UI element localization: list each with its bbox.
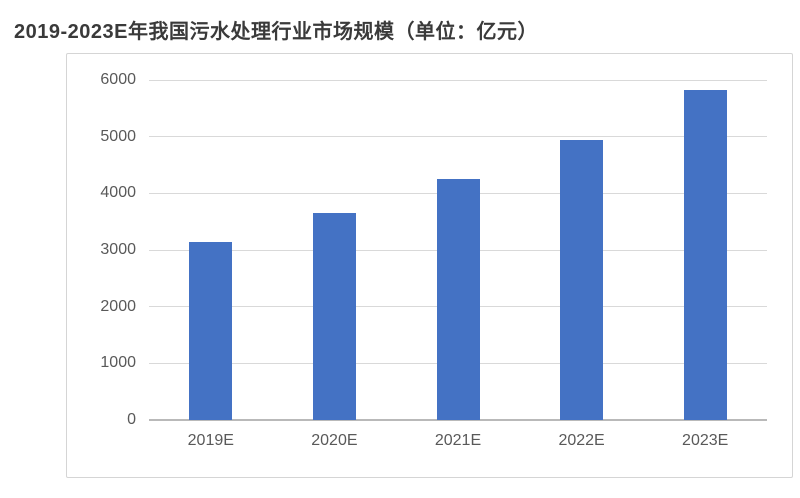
x-axis-tick-label: 2022E	[558, 432, 605, 449]
x-axis-tick-label: 2021E	[434, 432, 482, 449]
y-axis-tick-label: 4000	[100, 184, 136, 202]
y-axis-tick-label: 1000	[100, 354, 136, 372]
plot-area: 6000 5000 4000 3000 2000 1000 0 2019E 2020E 2021E…	[100, 71, 767, 449]
bar-2019E	[189, 241, 233, 420]
x-axis-line	[149, 419, 767, 421]
y-axis-tick-label: 5000	[100, 127, 136, 145]
bar-2020E	[312, 213, 356, 420]
gridline	[149, 136, 767, 138]
y-axis-tick-label: 3000	[100, 241, 136, 258]
y-axis-tick-label: 6000	[100, 71, 136, 88]
chart-box	[66, 53, 793, 478]
y-axis-tick-label: 2000	[100, 297, 136, 315]
chart-title: 2019-2023E年我国污水处理行业市场规模（单位：亿元）	[14, 21, 538, 43]
bar-2022E	[560, 140, 604, 420]
bar-2023E	[683, 89, 727, 420]
bar-2021E	[436, 179, 480, 420]
x-axis-tick-label: 2023E	[682, 432, 729, 449]
gridline	[149, 79, 767, 81]
x-axis-tick-label: 2020E	[311, 432, 358, 449]
y-axis-tick-label: 0	[127, 411, 136, 428]
x-axis-tick-label: 2019E	[187, 432, 234, 449]
